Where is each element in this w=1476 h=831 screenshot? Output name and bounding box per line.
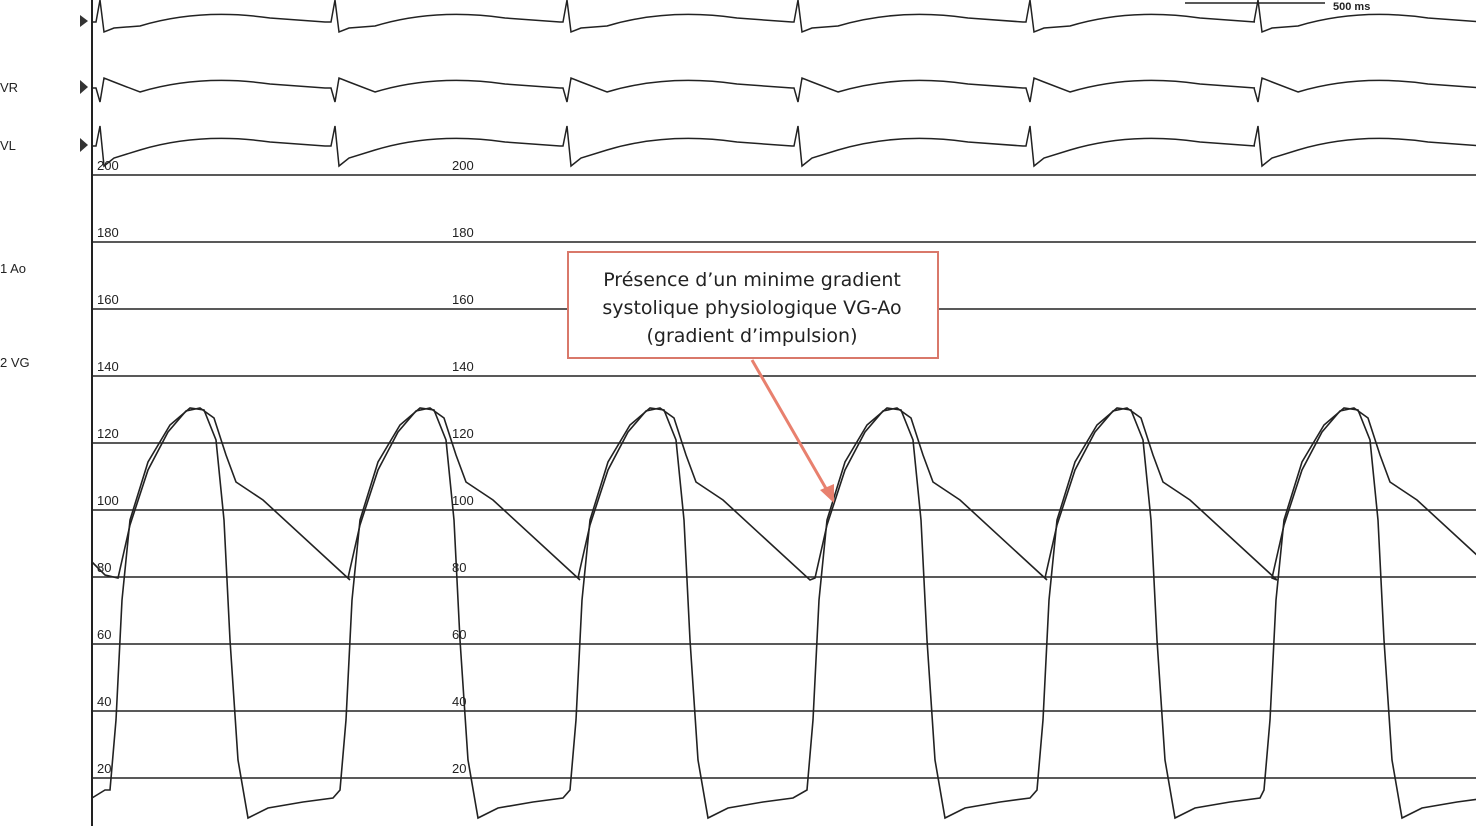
annotation-line: Présence d’un minime gradient <box>603 269 901 291</box>
tick-label: 200 <box>97 158 119 173</box>
annotation-box <box>567 251 939 359</box>
lead-marker <box>80 15 88 27</box>
annotation-arrow <box>750 359 830 493</box>
tick-label: 80 <box>97 560 111 575</box>
waveforms <box>91 0 1476 820</box>
lead-label: 1 Ao <box>0 261 26 276</box>
tick-label: 120 <box>97 426 119 441</box>
tick-label: 20 <box>452 761 466 776</box>
annotation-line: systolique physiologique VG-Ao <box>602 297 901 319</box>
tick-label: 160 <box>97 292 119 307</box>
tick-label: 180 <box>97 225 119 240</box>
tick-label: 140 <box>452 359 474 374</box>
scale-label: 500 ms <box>1333 1 1370 13</box>
tick-label: 140 <box>97 359 119 374</box>
ecg-trace <box>92 0 1476 34</box>
lead-label: 2 VG <box>0 355 30 370</box>
tick-label: 20 <box>97 761 111 776</box>
tick-label: 60 <box>97 627 111 642</box>
lead-marker <box>80 80 88 94</box>
tick-label: 40 <box>97 694 111 709</box>
arrow-head <box>820 484 834 503</box>
lead-marker <box>80 138 88 152</box>
lead-label: VL <box>0 138 16 153</box>
tick-label: 200 <box>452 158 474 173</box>
tick-label: 120 <box>452 426 474 441</box>
tick-label: 40 <box>452 694 466 709</box>
lv-pressure <box>91 407 1476 820</box>
tick-label: 80 <box>452 560 466 575</box>
tick-label: 100 <box>97 493 119 508</box>
tick-label: 100 <box>452 493 474 508</box>
tick-label: 160 <box>452 292 474 307</box>
tick-label: 180 <box>452 225 474 240</box>
annotation-line: (gradient d’impulsion) <box>646 325 857 347</box>
aortic-pressure <box>91 407 1476 581</box>
lead-label: VR <box>0 80 18 95</box>
ecg-trace <box>92 76 1476 103</box>
ecg-trace <box>92 125 1476 168</box>
